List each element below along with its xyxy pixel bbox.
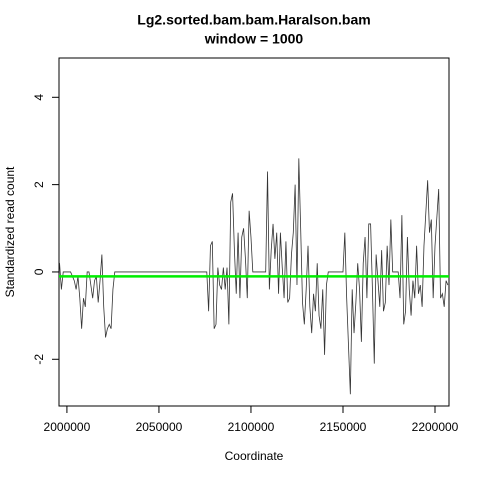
- plot-area: [59, 158, 449, 395]
- x-tick-label: 2050000: [136, 420, 183, 434]
- x-tick-label: 2000000: [44, 420, 91, 434]
- data-line: [59, 158, 449, 395]
- y-tick-label: 0: [32, 268, 46, 275]
- y-tick-label: 2: [32, 181, 46, 188]
- y-axis-label: Standardized read count: [3, 166, 17, 297]
- y-tick-label: -2: [32, 354, 46, 365]
- chart-title: Lg2.sorted.bam.bam.Haralson.bam: [137, 12, 370, 28]
- x-tick-label: 2200000: [412, 420, 459, 434]
- chart-subtitle: window = 1000: [204, 31, 304, 47]
- y-tick-label: 4: [32, 94, 46, 101]
- x-axis-label: Coordinate: [225, 449, 284, 463]
- x-tick-label: 2150000: [320, 420, 367, 434]
- x-tick-label: 2100000: [228, 420, 275, 434]
- plot-frame: [58, 57, 450, 407]
